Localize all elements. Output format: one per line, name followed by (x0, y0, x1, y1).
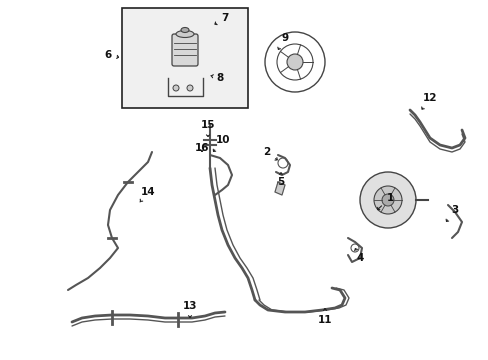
Text: 5: 5 (277, 173, 284, 187)
Text: 6: 6 (104, 50, 118, 60)
Text: 12: 12 (421, 93, 436, 109)
Ellipse shape (181, 27, 189, 32)
Text: 3: 3 (445, 205, 458, 221)
Circle shape (359, 172, 415, 228)
Text: 8: 8 (210, 73, 223, 83)
FancyBboxPatch shape (172, 34, 198, 66)
Circle shape (381, 194, 393, 206)
Text: 7: 7 (215, 13, 228, 24)
Text: 13: 13 (183, 301, 197, 317)
Text: 9: 9 (277, 33, 288, 49)
Text: 2: 2 (263, 147, 277, 160)
Text: 4: 4 (354, 249, 363, 263)
Text: 14: 14 (140, 187, 155, 202)
Polygon shape (274, 182, 285, 195)
Circle shape (186, 85, 193, 91)
Ellipse shape (176, 31, 194, 37)
Bar (122, 8, 247, 108)
Text: 16: 16 (194, 143, 209, 153)
Text: 11: 11 (317, 309, 331, 325)
Circle shape (373, 186, 401, 214)
Text: 10: 10 (213, 135, 230, 152)
Circle shape (286, 54, 303, 70)
Text: 1: 1 (377, 193, 393, 210)
Text: 15: 15 (201, 120, 215, 136)
Circle shape (173, 85, 179, 91)
